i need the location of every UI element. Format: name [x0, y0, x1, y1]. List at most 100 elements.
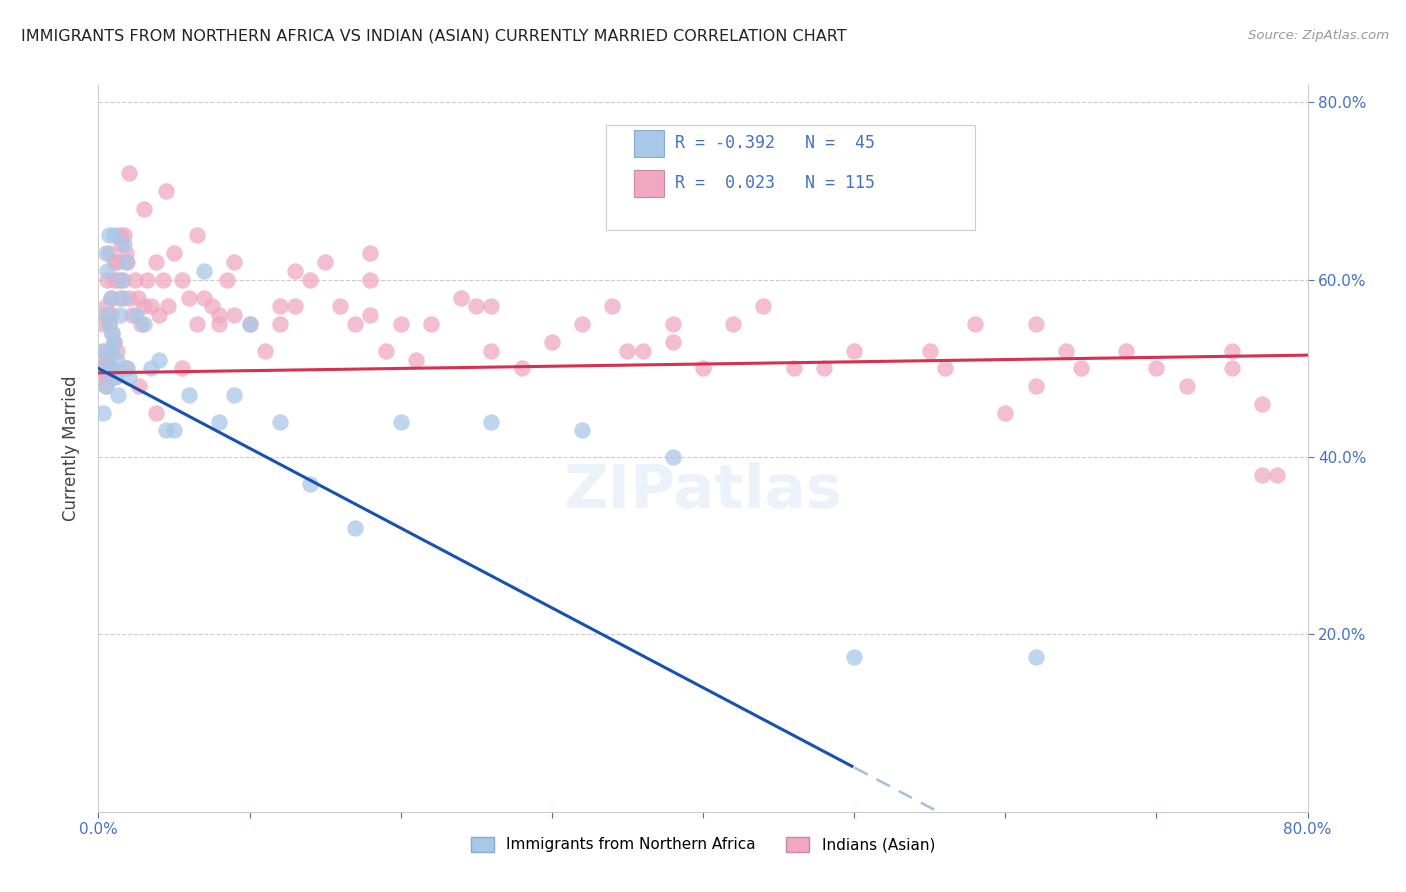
Point: [1054, 343, 1077, 358]
Point: [661, 334, 683, 349]
Point: [115, 255, 138, 269]
Point: [128, 379, 150, 393]
Text: Source: ZipAtlas.com: Source: ZipAtlas.com: [1249, 29, 1389, 42]
Point: [94, 308, 117, 322]
Point: [208, 308, 231, 322]
Point: [91, 343, 114, 358]
Point: [91, 406, 114, 420]
Point: [405, 352, 427, 367]
Point: [163, 246, 186, 260]
Point: [465, 299, 488, 313]
Point: [115, 361, 138, 376]
Point: [1024, 317, 1046, 331]
Point: [141, 361, 163, 376]
Point: [314, 255, 336, 269]
Point: [269, 415, 291, 429]
Point: [374, 343, 396, 358]
Point: [112, 237, 135, 252]
Point: [163, 424, 186, 438]
Point: [103, 273, 125, 287]
Point: [103, 255, 125, 269]
Point: [103, 228, 125, 243]
Point: [94, 246, 117, 260]
Point: [107, 273, 129, 287]
Bar: [634, 130, 664, 157]
Point: [96, 273, 118, 287]
Point: [118, 166, 141, 180]
Point: [616, 343, 638, 358]
Point: [253, 343, 276, 358]
Text: R =  0.023   N = 115: R = 0.023 N = 115: [675, 174, 875, 192]
Point: [98, 228, 121, 243]
Point: [170, 361, 193, 376]
Point: [224, 255, 246, 269]
Point: [93, 366, 115, 380]
Point: [100, 343, 122, 358]
Point: [105, 255, 128, 269]
Point: [389, 415, 412, 429]
Point: [329, 299, 352, 313]
Point: [186, 228, 208, 243]
Point: [107, 388, 129, 402]
Point: [844, 343, 866, 358]
Point: [108, 308, 131, 322]
Point: [215, 273, 238, 287]
Point: [148, 308, 170, 322]
Point: [1220, 361, 1243, 376]
Point: [179, 388, 201, 402]
Point: [114, 361, 136, 376]
Point: [135, 273, 157, 287]
Point: [100, 291, 122, 305]
Point: [111, 273, 134, 287]
Text: R = -0.392   N =  45: R = -0.392 N = 45: [675, 134, 875, 152]
Point: [132, 299, 155, 313]
Point: [239, 317, 262, 331]
Point: [96, 264, 118, 278]
Point: [129, 317, 152, 331]
Point: [100, 343, 122, 358]
Point: [481, 343, 503, 358]
Point: [101, 361, 124, 376]
Point: [661, 450, 683, 464]
Point: [1175, 379, 1198, 393]
Point: [1267, 467, 1289, 482]
Point: [571, 424, 593, 438]
Text: ZIPatlas: ZIPatlas: [564, 462, 842, 521]
Point: [934, 361, 956, 376]
Point: [121, 308, 143, 322]
Point: [145, 255, 167, 269]
Point: [420, 317, 443, 331]
Point: [1070, 361, 1092, 376]
Point: [111, 291, 134, 305]
Point: [1024, 379, 1046, 393]
Point: [132, 317, 155, 331]
Point: [1251, 397, 1274, 411]
Point: [155, 184, 177, 198]
Point: [94, 379, 117, 393]
Point: [110, 273, 132, 287]
Point: [481, 415, 503, 429]
Point: [110, 237, 132, 252]
Point: [156, 299, 179, 313]
Point: [125, 308, 148, 322]
Point: [132, 202, 155, 216]
Point: [299, 273, 322, 287]
Point: [692, 361, 714, 376]
Point: [94, 352, 117, 367]
Point: [118, 370, 141, 384]
Point: [105, 352, 128, 367]
Point: [813, 361, 835, 376]
Point: [510, 361, 533, 376]
Point: [450, 291, 472, 305]
Point: [965, 317, 987, 331]
Point: [112, 228, 135, 243]
Point: [239, 317, 262, 331]
Point: [208, 317, 231, 331]
Point: [269, 317, 291, 331]
Point: [93, 343, 115, 358]
Point: [98, 317, 121, 331]
Point: [631, 343, 654, 358]
Point: [360, 273, 382, 287]
Point: [108, 228, 131, 243]
Point: [170, 273, 193, 287]
